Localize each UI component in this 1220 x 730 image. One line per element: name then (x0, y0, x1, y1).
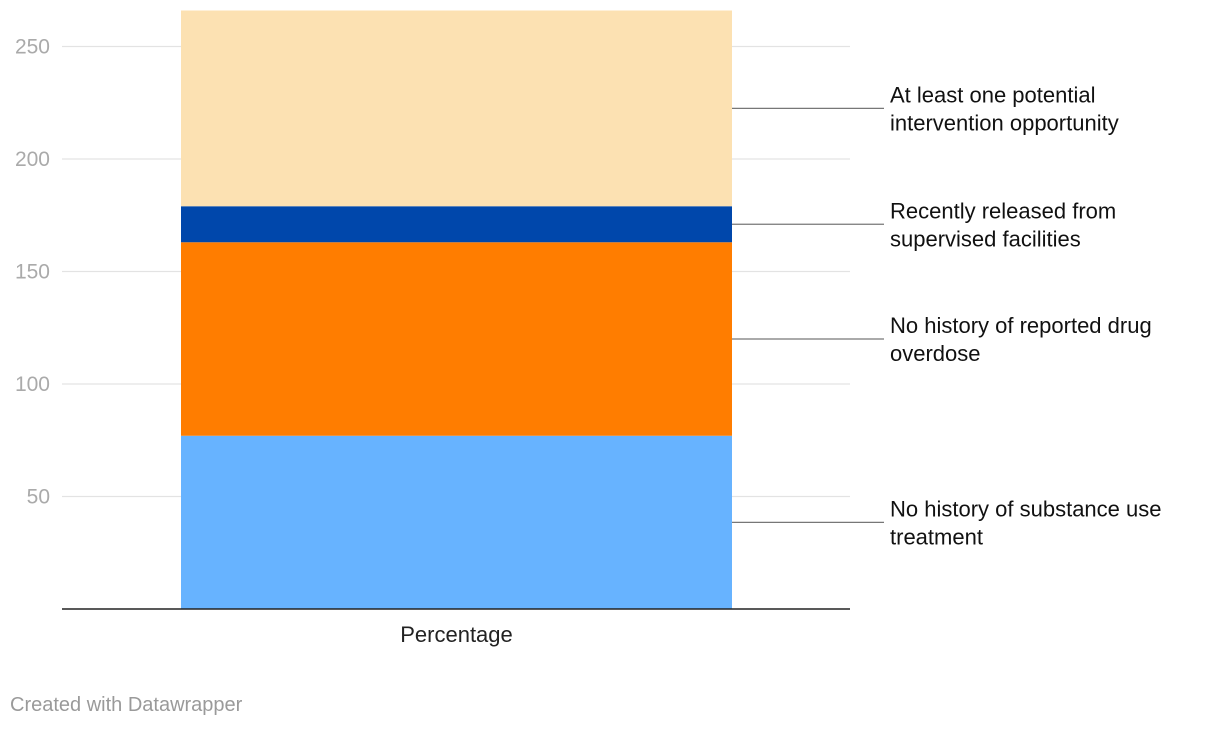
bar-segments (181, 10, 732, 609)
series-label-at-least-one-potential-intervention-opportunity: At least one potential intervention oppor… (890, 82, 1119, 135)
bar-segment-no-history-of-reported-drug-overdose (181, 242, 732, 436)
y-tick-label-200: 200 (15, 148, 50, 171)
x-tick-label: Percentage (400, 622, 513, 647)
series-labels: No history of substance use treatment No h… (732, 82, 1161, 549)
x-axis-ticks: Percentage (400, 622, 513, 647)
y-tick-label-250: 250 (15, 36, 50, 59)
y-tick-label-100: 100 (15, 373, 50, 396)
bar-segment-at-least-one-potential-intervention-opportunity (181, 10, 732, 207)
series-label-no-history-of-reported-drug-overdose: No history of reported drug overdose (890, 313, 1152, 366)
y-axis-ticks: 50 100 150 200 250 (15, 36, 50, 509)
bar-segment-no-history-of-substance-use-treatment (181, 435, 732, 609)
series-label-no-history-of-substance-use-treatment: No history of substance use treatment (890, 496, 1161, 549)
credit-text: Created with Datawrapper (10, 694, 243, 716)
series-label-recently-released-from-supervised-facilities: Recently released from supervised facilit… (890, 198, 1116, 251)
y-tick-label-50: 50 (27, 486, 50, 509)
bar-segment-recently-released-from-supervised-facilities (181, 206, 732, 243)
y-tick-label-150: 150 (15, 261, 50, 284)
